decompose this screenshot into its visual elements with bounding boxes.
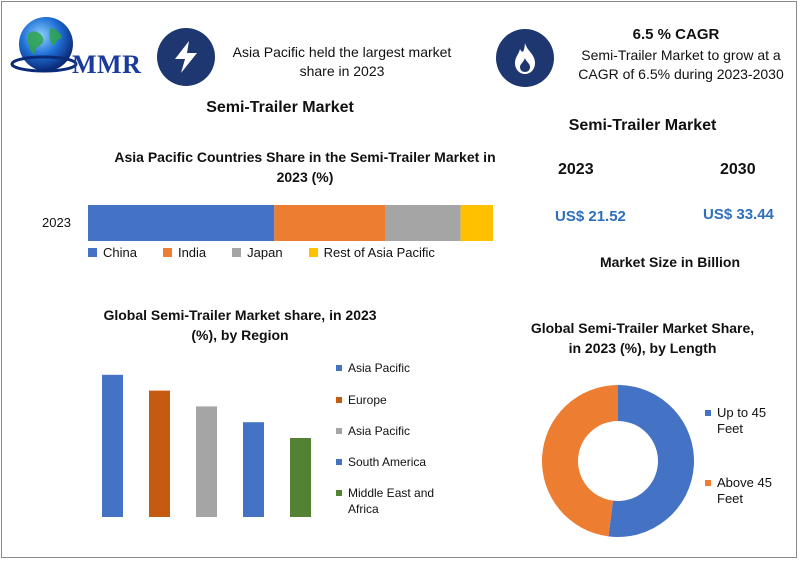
stacked-segment-rest-of-asia-pacific: [460, 205, 493, 241]
value-2030: US$ 33.44: [703, 206, 774, 223]
legend-item-china: China: [88, 245, 137, 260]
region-legend-item-5: Middle East and Africa: [336, 485, 446, 517]
stacked-category-label: 2023: [42, 215, 71, 230]
legend-swatch: [232, 248, 242, 257]
region-legend-item-2: Europe: [336, 392, 446, 408]
legend-swatch: [705, 410, 711, 416]
legend-swatch: [336, 365, 342, 371]
legend-swatch: [308, 248, 318, 257]
donut-slice-up-to-45-feet: [608, 385, 695, 537]
region-bar-1: [102, 374, 123, 517]
legend-label: Above 45 Feet: [717, 475, 772, 506]
market-size-title: Semi-Trailer Market: [568, 117, 717, 134]
donut-legend-item-above-45-feet: Above 45 Feet: [705, 475, 785, 507]
globe-icon: [10, 17, 78, 73]
legend-swatch: [162, 248, 172, 257]
cagr-title: 6.5 % CAGR: [632, 26, 720, 43]
legend-swatch: [336, 459, 342, 465]
lightning-bolt-icon: [157, 28, 215, 86]
donut-slice-above-45-feet: [542, 385, 618, 537]
highlight-left-text: Asia Pacific held the largest market sha…: [232, 44, 452, 79]
legend-label: India: [177, 245, 207, 260]
donut-legend-item-up-to-45-feet: Up to 45 Feet: [705, 405, 785, 437]
section-title: Semi-Trailer Market: [206, 99, 354, 116]
legend-item-japan: Japan: [232, 245, 283, 260]
legend-swatch: [88, 248, 97, 257]
legend-label: Asia Pacific: [348, 424, 411, 438]
legend-swatch: [336, 397, 342, 403]
legend-label: Japan: [247, 245, 283, 260]
stacked-segment-china: [88, 205, 275, 241]
legend-label: Middle East and Africa: [348, 486, 435, 516]
legend-label: Asia Pacific: [348, 361, 411, 375]
region-bar-chart: [102, 374, 311, 517]
legend-label: Europe: [348, 393, 387, 407]
legend-label: China: [103, 245, 137, 260]
region-legend-item-3: Asia Pacific: [336, 423, 446, 439]
stacked-chart-title: Asia Pacific Countries Share in the Semi…: [114, 149, 496, 185]
stacked-segment-india: [274, 205, 386, 241]
flame-icon: [496, 29, 554, 87]
legend-item-india: India: [162, 245, 207, 260]
legend-swatch: [336, 490, 342, 496]
stacked-legend: China India Japan Rest of Asia Pacific: [88, 245, 435, 260]
cagr-text: Semi-Trailer Market to grow at a CAGR of…: [578, 47, 784, 82]
value-2023: US$ 21.52: [555, 208, 626, 225]
legend-label: South America: [348, 455, 427, 469]
market-size-caption: Market Size in Billion: [599, 254, 741, 270]
legend-item-rest-of-asia-pacific: Rest of Asia Pacific: [308, 245, 435, 260]
region-bar-3: [196, 406, 217, 517]
legend-label: Up to 45 Feet: [717, 405, 767, 436]
brand-name: MMR: [72, 50, 142, 79]
region-legend-item-1: Asia Pacific: [336, 360, 446, 376]
region-bar-2: [149, 390, 170, 517]
legend-label: Rest of Asia Pacific: [323, 245, 435, 260]
stacked-bar-chart: [88, 205, 493, 241]
region-bar-4: [243, 422, 264, 517]
length-donut-chart: [542, 385, 695, 537]
region-legend-item-4: South America: [336, 454, 446, 470]
region-bar-5: [290, 438, 311, 517]
stacked-segment-japan: [385, 205, 461, 241]
year-2030-label: 2030: [720, 161, 756, 178]
legend-swatch: [336, 428, 342, 434]
year-2023-label: 2023: [558, 161, 594, 178]
region-chart-title: Global Semi-Trailer Market share, in 202…: [103, 307, 377, 343]
brand-logo: MMR: [10, 14, 150, 80]
legend-swatch: [705, 480, 711, 486]
donut-chart-title: Global Semi-Trailer Market Share, in 202…: [530, 320, 755, 356]
